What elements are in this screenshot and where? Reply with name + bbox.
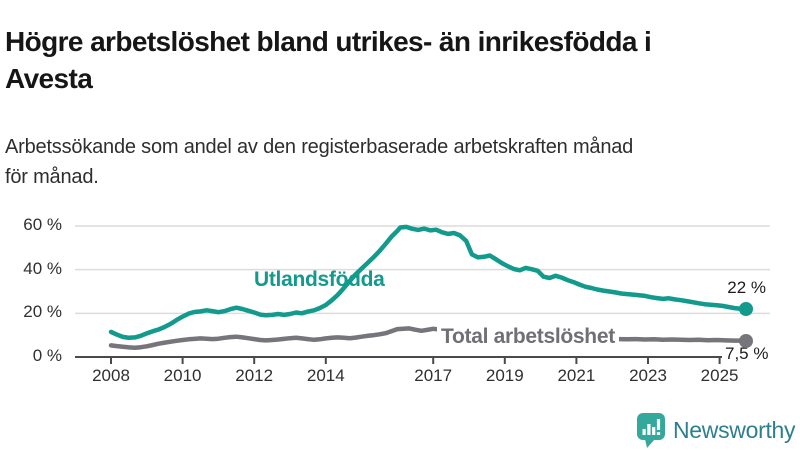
y-axis-tick-label: 0 % <box>32 346 62 365</box>
x-axis-tick-label: 2010 <box>163 366 202 385</box>
series-line-1 <box>108 326 749 351</box>
series-label-total-arbetsloshet: Total arbetslöshet <box>437 324 619 350</box>
x-axis-tick-label: 2017 <box>414 366 453 385</box>
newsworthy-logo-icon <box>637 413 665 448</box>
x-axis-tick-label: 2014 <box>306 366 345 385</box>
x-axis-tick-label: 2019 <box>485 366 524 385</box>
y-axis-tick-label: 20 % <box>23 302 62 322</box>
newsworthy-logo-text: Newsworthy <box>673 417 796 443</box>
x-axis-tick-label: 2008 <box>92 366 130 385</box>
x-axis-tick-label: 2023 <box>629 366 667 385</box>
title-line-1: Högre arbetslöshet bland utrikes- än inr… <box>5 25 652 57</box>
y-axis-tick-label: 40 % <box>23 258 62 278</box>
x-axis-tick-label: 2021 <box>557 366 596 385</box>
page-title: Högre arbetslöshet bland utrikes- än inr… <box>5 23 745 97</box>
title-line-2: Avesta <box>5 62 93 94</box>
series-label-utlandsfodda: Utlandsfödda <box>254 268 385 291</box>
series-end-dot-0 <box>739 301 754 316</box>
subtitle-line-1: Arbetssökande som andel av den registerb… <box>5 136 634 158</box>
series-end-dot-1 <box>739 333 754 348</box>
series-line-0 <box>108 224 749 341</box>
x-axis-tick-label: 2025 <box>700 366 739 385</box>
y-axis-tick-label: 60 % <box>23 215 62 234</box>
chart-subtitle: Arbetssökande som andel av den registerb… <box>5 132 685 192</box>
end-value-label-total: 7,5 % <box>722 344 772 364</box>
newsworthy-logo[interactable]: Newsworthy <box>636 412 796 449</box>
end-value-label-utlandsfodda: 22 % <box>727 278 766 297</box>
x-axis-tick-label: 2012 <box>235 366 274 385</box>
subtitle-line-2: för månad. <box>5 166 99 188</box>
